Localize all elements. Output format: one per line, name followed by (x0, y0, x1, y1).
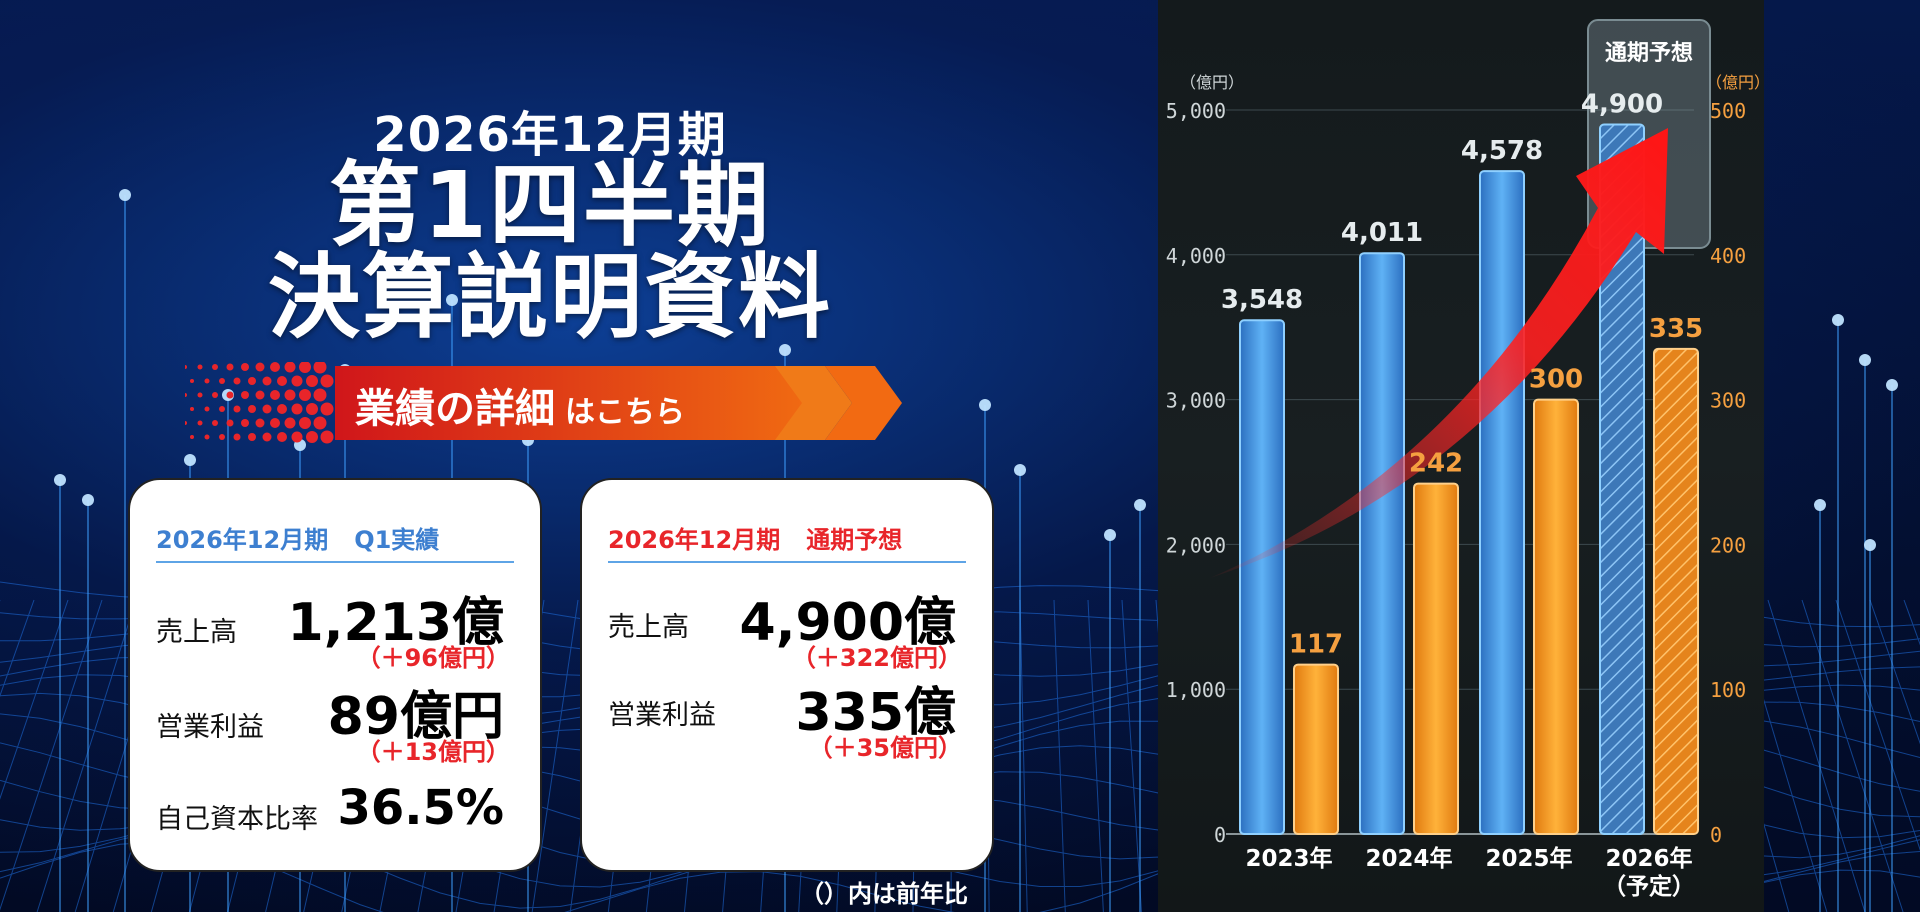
operating-profit-data-label: 242 (1409, 449, 1463, 479)
right-axis-tick-label: 200 (1710, 533, 1746, 557)
forecast-revenue-label: 売上高 (608, 612, 689, 643)
q1-card-heading-period: 2026年12月期 (156, 526, 329, 554)
category-label: 2026年 (1605, 845, 1692, 872)
banner-arrow-icon (185, 362, 902, 444)
operating-profit-bar (1533, 398, 1579, 835)
right-axis-tick-label: 100 (1710, 678, 1746, 702)
forecast-card-heading-kind: 通期予想 (806, 526, 903, 554)
revenue-bar (1239, 319, 1285, 836)
category-label: 2025年 (1485, 845, 1572, 872)
banner-main-label: 業績の詳細 (355, 386, 555, 432)
left-axis-tick-label: 4,000 (1166, 244, 1226, 268)
right-axis-tick-label: 500 (1710, 99, 1746, 123)
revenue-bar (1359, 252, 1405, 835)
right-axis-unit: （億円） (1706, 73, 1764, 92)
page-title-line1: 第1四半期 (328, 152, 771, 259)
forecast-revenue-diff: （＋322億円） (791, 644, 962, 672)
forecast-revenue-value: 4,900億 (739, 593, 956, 653)
q1-operating-profit-diff: （＋13億円） (356, 738, 510, 766)
q1-equity-ratio-label: 自己資本比率 (156, 804, 318, 835)
forecast-operating-profit-label: 営業利益 (608, 700, 716, 731)
q1-operating-profit-label: 営業利益 (156, 712, 264, 743)
left-axis-tick-label: 1,000 (1166, 678, 1226, 702)
forecast-card-heading: 2026年12月期 通期予想 (608, 520, 966, 563)
q1-results-card: 2026年12月期 Q1実績 売上高 1,213億 （＋96億円） 営業利益 89… (128, 478, 542, 872)
revenue-data-label: 4,900 (1581, 89, 1663, 119)
forecast-operating-profit-value: 335億 (795, 683, 956, 743)
fiscal-period-title: 2026年12月期 (373, 107, 727, 163)
revenue-bar (1599, 123, 1645, 836)
forecast-label: 通期予想 (1605, 41, 1693, 66)
right-axis-tick-label: 0 (1710, 823, 1722, 847)
left-axis-tick-label: 3,000 (1166, 389, 1226, 413)
banner-label[interactable]: 業績の詳細 はこちら (355, 376, 685, 434)
bar-chart: 0 1,000 2,000 3,000 4,000 5,000 0 100 200 300 400 5… (1166, 19, 1764, 900)
category-label: （予定） (1603, 873, 1695, 900)
q1-equity-ratio-value: 36.5% (337, 780, 504, 836)
operating-profit-data-label: 117 (1289, 630, 1343, 660)
q1-revenue-value: 1,213億 (287, 593, 504, 653)
banner-sub-label: はこちら (565, 395, 685, 430)
details-link-banner[interactable]: 業績の詳細 はこちら (185, 362, 925, 444)
q1-card-heading-kind: Q1実績 (354, 526, 440, 554)
operating-profit-data-label: 300 (1529, 365, 1583, 395)
operating-profit-bar (1293, 663, 1339, 835)
left-axis-tick-label: 2,000 (1166, 533, 1226, 557)
yoy-footnote: （）内は前年比 (800, 880, 968, 908)
category-label: 2023年 (1245, 845, 1332, 872)
forecast-card-heading-period: 2026年12月期 (608, 526, 781, 554)
right-axis-tick-label: 400 (1710, 244, 1746, 268)
q1-revenue-diff: （＋96億円） (356, 644, 510, 672)
revenue-data-label: 3,548 (1221, 285, 1303, 315)
forecast-card: 2026年12月期 通期予想 売上高 4,900億 （＋322億円） 営業利益 3… (580, 478, 994, 872)
revenue-data-label: 4,011 (1341, 218, 1423, 248)
chart-panel: 0 1,000 2,000 3,000 4,000 5,000 0 100 200 300 400 5… (1158, 0, 1764, 912)
q1-card-heading: 2026年12月期 Q1実績 (156, 520, 514, 563)
right-axis-tick-label: 300 (1710, 389, 1746, 413)
q1-revenue-label: 売上高 (156, 617, 237, 648)
growth-arrow-icon (1210, 128, 1668, 578)
operating-profit-bar (1413, 482, 1459, 835)
category-label: 2024年 (1365, 845, 1452, 872)
page-title-line2: 決算説明資料 (267, 244, 832, 351)
left-axis-unit: （億円） (1180, 73, 1244, 92)
left-axis-tick-label: 0 (1214, 823, 1226, 847)
revenue-data-label: 4,578 (1461, 136, 1543, 166)
page-title: 第1四半期 決算説明資料 (220, 160, 880, 344)
operating-profit-bar (1653, 347, 1699, 835)
q1-operating-profit-value: 89億円 (327, 687, 504, 747)
revenue-bar (1479, 170, 1525, 836)
left-axis-tick-label: 5,000 (1166, 99, 1226, 123)
operating-profit-data-label: 335 (1649, 314, 1703, 344)
forecast-operating-profit-diff: （＋35億円） (808, 734, 962, 762)
